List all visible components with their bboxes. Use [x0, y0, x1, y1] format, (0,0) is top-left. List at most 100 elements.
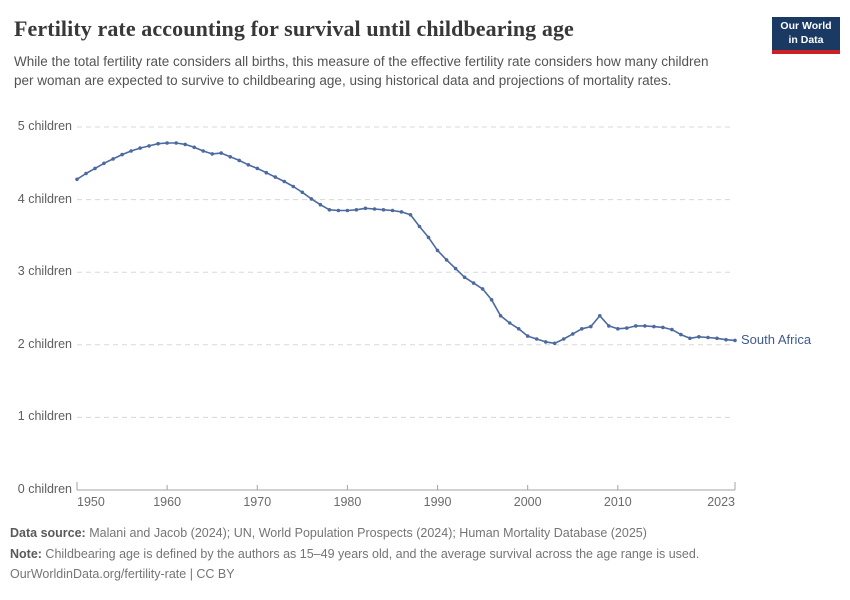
data-point-marker[interactable]	[246, 163, 251, 167]
data-point-marker[interactable]	[318, 202, 323, 207]
x-axis-tick-label: 2000	[513, 495, 542, 509]
data-point-marker[interactable]	[264, 170, 269, 175]
data-point-marker[interactable]	[75, 177, 79, 182]
data-point-marker[interactable]	[435, 248, 440, 253]
data-point-marker[interactable]	[102, 161, 106, 166]
data-point-marker[interactable]	[489, 298, 494, 302]
data-point-marker[interactable]	[327, 208, 332, 212]
data-point-marker[interactable]	[661, 325, 665, 330]
data-point-marker[interactable]	[282, 179, 287, 184]
data-point-marker[interactable]	[462, 275, 467, 280]
footer-datasource: Data source: Malani and Jacob (2024); UN…	[10, 526, 840, 540]
x-axis-tick-label: 2010	[603, 495, 632, 509]
data-point-marker[interactable]	[363, 206, 368, 211]
data-point-marker[interactable]	[580, 327, 584, 331]
data-point-marker[interactable]	[129, 149, 133, 153]
data-point-marker[interactable]	[652, 324, 656, 329]
data-point-marker[interactable]	[417, 224, 422, 229]
data-point-marker[interactable]	[444, 258, 449, 262]
data-point-marker[interactable]	[111, 157, 115, 161]
page-title: Fertility rate accounting for survival u…	[14, 16, 574, 41]
footer-datasource-label: Data source:	[10, 526, 86, 540]
data-point-marker[interactable]	[345, 208, 350, 213]
owid-logo[interactable]: Our World in Data	[772, 17, 840, 54]
data-point-marker[interactable]	[183, 142, 187, 147]
data-point-marker[interactable]	[616, 327, 620, 331]
data-point-marker[interactable]	[219, 151, 223, 155]
data-point-marker[interactable]	[354, 208, 359, 212]
footer-note-label: Note:	[10, 547, 42, 561]
y-axis-tick-label: 1 children	[17, 409, 72, 424]
data-point-marker[interactable]	[571, 332, 575, 336]
data-point-marker[interactable]	[147, 144, 151, 148]
data-point-marker[interactable]	[273, 175, 278, 179]
x-axis-tick-label: 2023	[707, 495, 735, 509]
data-point-marker[interactable]	[228, 155, 232, 159]
data-point-marker[interactable]	[480, 287, 485, 291]
data-point-marker[interactable]	[507, 321, 512, 325]
data-point-marker[interactable]	[210, 152, 214, 156]
data-point-marker[interactable]	[598, 314, 602, 318]
data-point-marker[interactable]	[715, 336, 719, 341]
data-point-marker[interactable]	[552, 341, 557, 346]
data-point-marker[interactable]	[643, 324, 647, 328]
data-point-marker[interactable]	[670, 327, 674, 332]
data-point-marker[interactable]	[679, 332, 683, 337]
data-point-marker[interactable]	[336, 208, 341, 213]
data-point-marker[interactable]	[84, 171, 88, 176]
data-point-marker[interactable]	[706, 335, 710, 340]
data-point-marker[interactable]	[625, 326, 629, 330]
data-point-marker[interactable]	[120, 152, 124, 157]
data-point-marker[interactable]	[471, 281, 476, 285]
data-point-marker[interactable]	[138, 146, 142, 150]
data-point-marker[interactable]	[543, 340, 548, 344]
y-axis-tick-label: 3 children	[17, 264, 72, 279]
data-point-marker[interactable]	[426, 235, 431, 240]
data-point-marker[interactable]	[589, 324, 593, 329]
data-point-marker[interactable]	[255, 166, 260, 171]
data-point-marker[interactable]	[381, 208, 386, 212]
y-axis-tick-label: 4 children	[17, 191, 72, 206]
data-point-marker[interactable]	[408, 213, 413, 217]
footer-note-text: Childbearing age is defined by the autho…	[41, 547, 700, 561]
x-axis-tick-label: 1980	[333, 495, 362, 509]
data-point-marker[interactable]	[174, 141, 178, 145]
owid-logo-line2: in Data	[788, 33, 824, 46]
x-axis-tick-label: 1990	[423, 495, 452, 509]
data-point-marker[interactable]	[516, 327, 521, 331]
data-point-marker[interactable]	[534, 337, 539, 341]
x-axis-tick-label: 1960	[153, 495, 182, 509]
series-line[interactable]	[76, 142, 736, 345]
data-point-marker[interactable]	[724, 337, 728, 342]
series-entity-label[interactable]: South Africa	[741, 332, 812, 348]
data-point-marker[interactable]	[93, 166, 97, 171]
data-point-marker[interactable]	[498, 314, 503, 318]
footer-license[interactable]: OurWorldinData.org/fertility-rate | CC B…	[10, 567, 235, 581]
data-point-marker[interactable]	[309, 197, 314, 201]
data-point-marker[interactable]	[237, 158, 241, 163]
data-point-marker[interactable]	[390, 208, 395, 213]
chart-subtitle: While the total fertility rate considers…	[14, 54, 709, 88]
data-point-marker[interactable]	[192, 145, 196, 150]
data-point-marker[interactable]	[300, 190, 305, 195]
data-point-marker[interactable]	[453, 266, 458, 271]
data-point-marker[interactable]	[561, 337, 566, 341]
data-point-marker[interactable]	[399, 210, 404, 214]
data-point-marker[interactable]	[607, 324, 611, 328]
owid-logo-line1: Our World	[780, 20, 832, 32]
data-point-marker[interactable]	[372, 207, 377, 211]
data-point-marker[interactable]	[165, 141, 169, 145]
data-point-marker[interactable]	[201, 149, 205, 153]
data-point-marker[interactable]	[634, 324, 638, 328]
data-point-marker[interactable]	[291, 184, 296, 189]
y-axis-tick-label: 0 children	[17, 482, 72, 496]
data-point-marker[interactable]	[733, 338, 737, 343]
data-point-marker[interactable]	[156, 141, 160, 146]
footer-datasource-text: Malani and Jacob (2024); UN, World Popul…	[85, 526, 647, 540]
data-point-marker[interactable]	[688, 336, 692, 341]
data-point-marker[interactable]	[525, 334, 530, 338]
footer-note: Note: Childbearing age is defined by the…	[10, 547, 840, 561]
data-point-marker[interactable]	[697, 335, 701, 339]
